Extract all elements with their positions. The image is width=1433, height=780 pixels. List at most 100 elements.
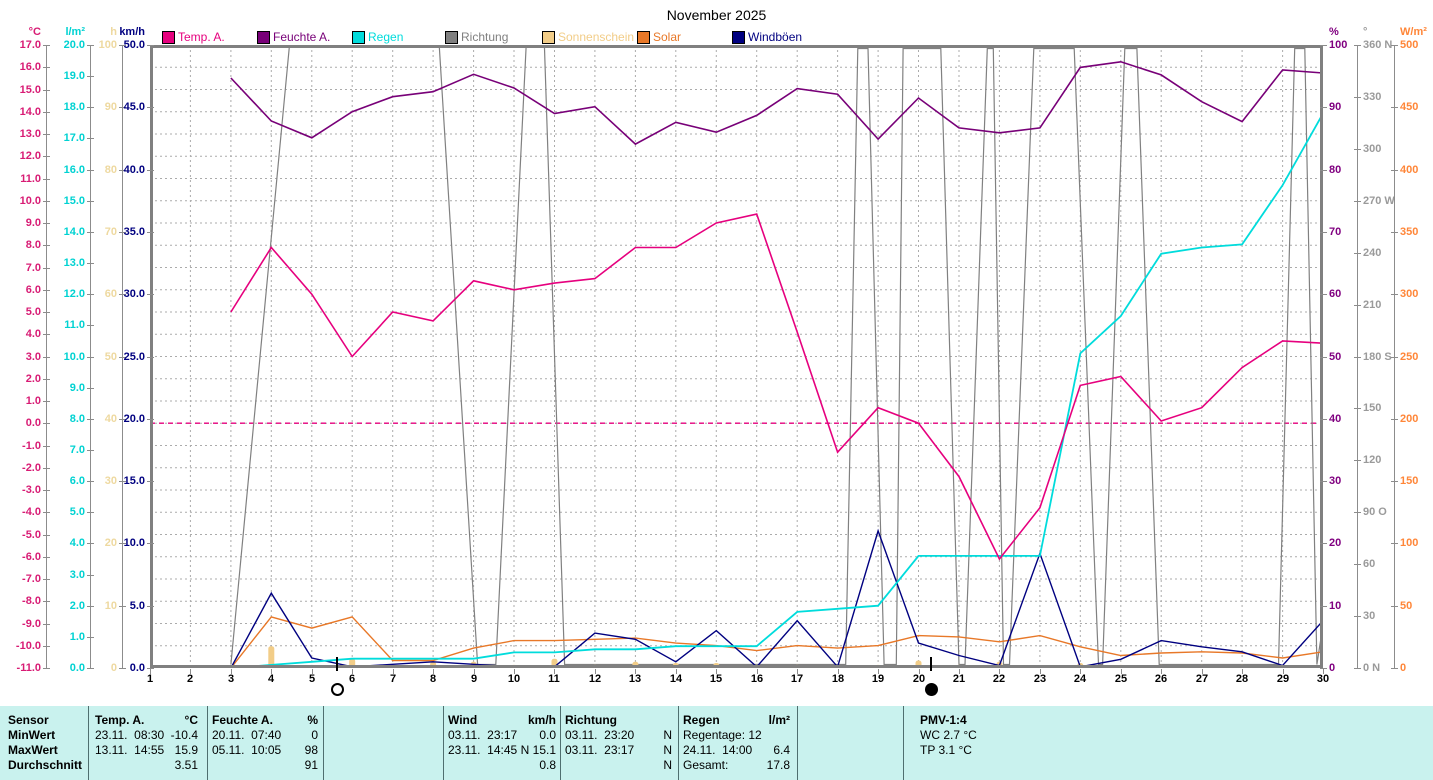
x-axis-day-label: 10 xyxy=(507,673,521,685)
axis-tick-mark xyxy=(43,334,50,335)
axis-tick-label: 45.0 xyxy=(123,101,145,113)
axis-tick-mark xyxy=(147,107,154,108)
x-axis-tick-mark xyxy=(514,669,515,674)
axis-unit-label: W/m² xyxy=(1400,26,1427,38)
stat-value: N 15.1 xyxy=(520,743,556,757)
axis-tick-label: 18.0 xyxy=(63,101,85,113)
axis-tick-label: 2.0 xyxy=(69,600,85,612)
stat-value: 0 xyxy=(311,728,318,742)
axis-tick-label: 0.0 xyxy=(69,662,85,674)
axis-tick-mark xyxy=(147,45,154,46)
axis-tick-mark xyxy=(87,419,94,420)
x-axis-tick-mark xyxy=(150,669,151,674)
x-axis-day-label: 29 xyxy=(1276,673,1290,685)
axis-tick-label: 70 xyxy=(104,226,117,238)
axis-tick-mark xyxy=(43,67,50,68)
axis-tick-mark xyxy=(87,637,94,638)
stat-col-header: Wind xyxy=(448,713,478,727)
axis-tick-label: 16.0 xyxy=(19,61,41,73)
stat-row-label: MinWert xyxy=(8,728,56,742)
axis-tick-label: 20.0 xyxy=(63,39,85,51)
x-axis-day-label: 30 xyxy=(1316,673,1330,685)
new-moon-tick xyxy=(930,657,932,671)
axis-tick-label: -6.0 xyxy=(22,551,41,563)
axis-tick-label: 4.0 xyxy=(69,537,85,549)
axis-tick-mark xyxy=(43,223,50,224)
axis-tick-label: 50 xyxy=(1329,351,1342,363)
stat-cell: 03.11. 23:17 xyxy=(448,728,518,742)
x-axis-tick-mark xyxy=(433,669,434,674)
legend-item-label: Windböen xyxy=(748,30,803,44)
legend-swatch xyxy=(732,31,745,44)
x-axis-day-label: 4 xyxy=(267,673,275,685)
axis-tick-mark xyxy=(87,232,94,233)
axis-tick-label: 11.0 xyxy=(64,319,85,331)
axis-tick-label: -10.0 xyxy=(15,640,41,652)
axis-tick-mark xyxy=(147,419,154,420)
stat-col-unit: % xyxy=(307,713,318,727)
x-axis-day-label: 18 xyxy=(831,673,845,685)
axis-tick-label: 150 xyxy=(1400,475,1419,487)
axis-tick-label: 40 xyxy=(1329,413,1342,425)
axis-tick-label: 30 xyxy=(1329,475,1342,487)
stat-cell: 24.11. 14:00 xyxy=(683,743,753,757)
axis-tick-label: 0 N xyxy=(1363,662,1381,674)
axis-tick-mark xyxy=(1320,357,1327,358)
axis-tick-mark xyxy=(1354,97,1361,98)
axis-tick-label: 50.0 xyxy=(123,39,145,51)
axis-tick-label: 15.0 xyxy=(123,475,145,487)
axis-tick-label: 100 xyxy=(1329,39,1348,51)
legend-item-label: Sonnenschein xyxy=(558,30,635,44)
axis-tick-label: 100 xyxy=(1400,537,1419,549)
axis-tick-label: -1.0 xyxy=(22,440,41,452)
stat-col-header: Feuchte A. xyxy=(212,713,273,727)
axis-tick-label: 100 xyxy=(98,39,117,51)
stat-value: N xyxy=(663,743,672,757)
axis-tick-label: 4.0 xyxy=(25,328,41,340)
axis-tick-label: 17.0 xyxy=(63,132,85,144)
table-separator xyxy=(443,706,444,780)
legend-swatch xyxy=(257,31,270,44)
axis-tick-label: 80 xyxy=(1329,164,1342,176)
axis-tick-mark xyxy=(43,357,50,358)
axis-tick-mark xyxy=(43,624,50,625)
axis-tick-label: 12.0 xyxy=(63,288,85,300)
axis-tick-mark xyxy=(119,481,126,482)
axis-tick-mark xyxy=(43,156,50,157)
axis-tick-mark xyxy=(1391,294,1398,295)
axis-tick-mark xyxy=(87,107,94,108)
axis-tick-label: 0 xyxy=(110,662,117,674)
x-axis-tick-mark xyxy=(878,669,879,674)
table-separator xyxy=(323,706,324,780)
axis-tick-mark xyxy=(1320,232,1327,233)
axis-tick-label: 40.0 xyxy=(123,164,145,176)
stat-cell: TP 3.1 °C xyxy=(920,743,972,757)
x-axis-day-label: 5 xyxy=(308,673,316,685)
axis-line xyxy=(90,45,91,668)
axis-tick-mark xyxy=(1354,357,1361,358)
x-axis-day-label: 14 xyxy=(669,673,683,685)
legend-item-label: Richtung xyxy=(461,30,509,44)
axis-tick-label: 7.0 xyxy=(69,444,85,456)
x-axis-tick-mark xyxy=(919,669,920,674)
solar-line xyxy=(230,616,1323,668)
chart-border xyxy=(150,45,1323,668)
axis-tick-label: 90 xyxy=(104,101,117,113)
axis-tick-mark xyxy=(87,263,94,264)
stat-cell: 03.11. 23:17 xyxy=(565,743,635,757)
stat-col-header: Regen xyxy=(683,713,720,727)
axis-tick-mark xyxy=(1320,107,1327,108)
axis-tick-mark xyxy=(43,112,50,113)
axis-tick-mark xyxy=(1320,481,1327,482)
axis-unit-label: °C xyxy=(28,26,41,38)
axis-tick-mark xyxy=(87,481,94,482)
axis-tick-mark xyxy=(119,107,126,108)
stat-col-unit: °C xyxy=(184,713,198,727)
axis-tick-mark xyxy=(1320,543,1327,544)
axis-tick-mark xyxy=(147,357,154,358)
axis-tick-mark xyxy=(43,179,50,180)
axis-tick-mark xyxy=(119,170,126,171)
axis-tick-mark xyxy=(87,45,94,46)
x-axis-tick-mark xyxy=(838,669,839,674)
new-moon-icon xyxy=(925,683,938,696)
